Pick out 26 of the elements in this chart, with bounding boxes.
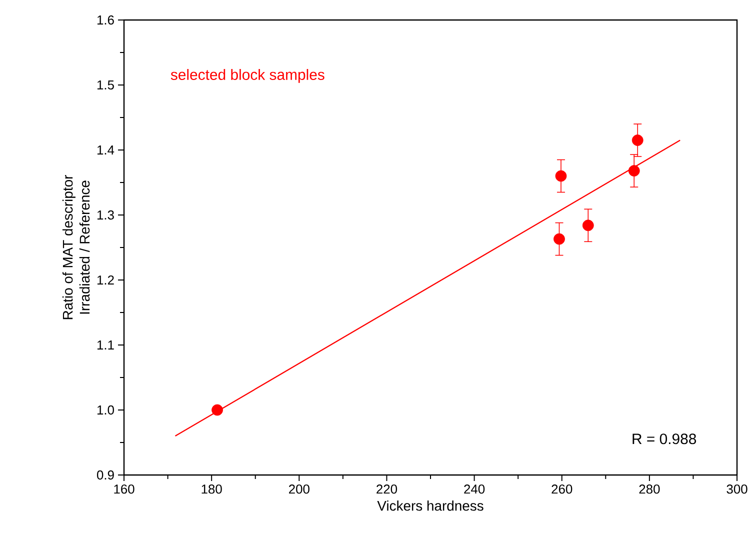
x-tick-label: 200 [289,484,310,494]
y-axis-title: Ratio of MAT descriptor Irradiated / Reference [62,174,90,320]
x-tick-label: 220 [376,484,398,494]
y-tick-label: 1.6 [97,15,114,25]
y-tick-label: 1.0 [97,405,114,415]
x-tick-label: 180 [202,484,222,494]
y-tick-label: 1.4 [97,146,114,154]
x-tick-label: 160 [114,484,134,494]
y-tick-label: 1.2 [97,275,114,285]
point [628,165,640,176]
point [554,233,565,245]
annotation: selected block samples [170,69,324,83]
x-tick-label: 260 [552,484,572,494]
x-tick-label: 300 [726,484,748,494]
point [212,404,223,416]
y-tick-label: 1.3 [97,210,114,220]
y-tick-label: 1.5 [97,80,114,90]
y-tick-label: 0.9 [96,470,114,480]
x-tick-label: 240 [464,484,485,494]
x-axis-title: Vickers hardness [377,500,484,511]
point [582,220,594,232]
point [632,134,644,146]
x-tick-label: 280 [639,484,660,494]
point [555,170,567,182]
annotation: R = 0.988 [632,434,696,444]
y-tick-label: 1.1 [97,340,114,350]
